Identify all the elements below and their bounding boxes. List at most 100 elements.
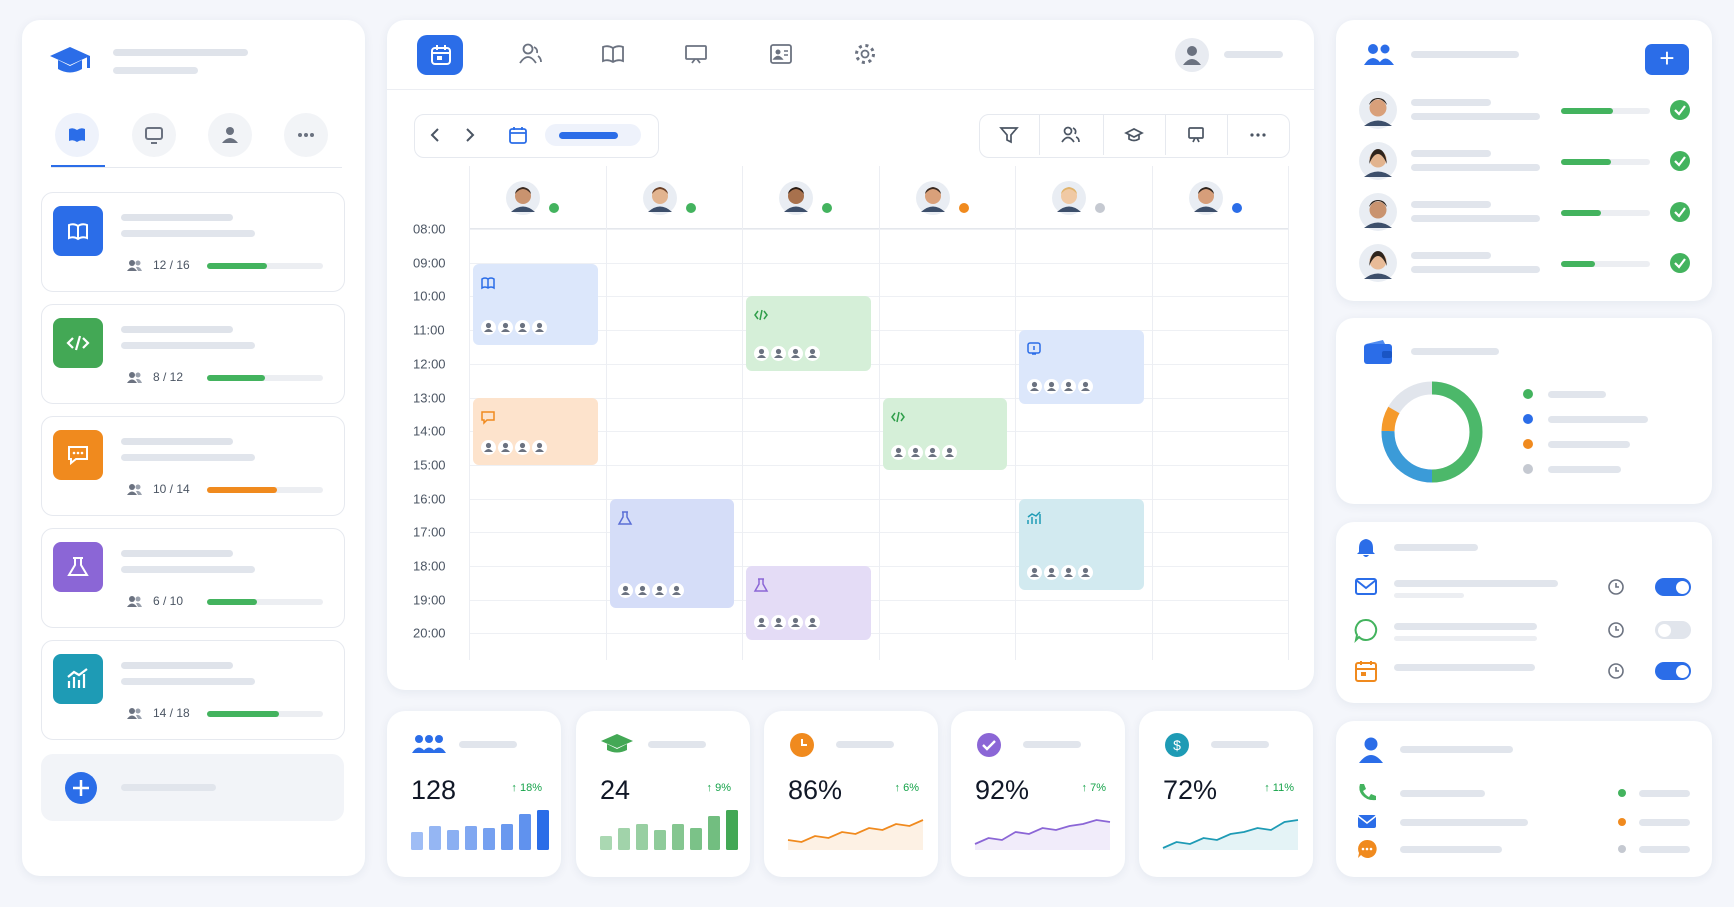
placeholder xyxy=(1411,266,1540,273)
attendee xyxy=(1061,379,1076,395)
contact-method-icon xyxy=(1358,839,1377,858)
calendar-icon[interactable] xyxy=(430,44,452,66)
course-count: 6 / 10 xyxy=(153,594,184,608)
placeholder xyxy=(1548,391,1606,398)
attendee xyxy=(907,444,923,460)
teacher-avatar[interactable] xyxy=(642,181,677,215)
grid-line xyxy=(469,330,1288,331)
sparkline xyxy=(787,819,924,850)
placeholder xyxy=(1411,99,1491,106)
placeholder xyxy=(1411,113,1540,120)
calendar-tab[interactable] xyxy=(417,35,463,75)
class-event[interactable] xyxy=(473,397,598,465)
teacher-avatar[interactable] xyxy=(1188,181,1223,215)
event-icon xyxy=(890,411,905,422)
grid-line xyxy=(469,166,470,660)
toolbar-icon[interactable] xyxy=(1249,126,1267,144)
toolbar xyxy=(979,114,1290,158)
placeholder xyxy=(1548,441,1630,448)
time-label: 14:00 xyxy=(413,423,446,439)
date-icon[interactable] xyxy=(509,126,527,144)
time-label: 10:00 xyxy=(413,288,446,304)
teacher-avatar[interactable] xyxy=(1052,181,1087,215)
placeholder xyxy=(1400,790,1485,797)
teacher-avatar[interactable] xyxy=(779,181,814,215)
nav-icon[interactable] xyxy=(854,43,876,65)
placeholder xyxy=(1394,580,1558,587)
course-icon xyxy=(53,542,103,592)
status-dot xyxy=(685,203,696,213)
toolbar-icon[interactable] xyxy=(1061,126,1080,144)
toolbar-icon[interactable] xyxy=(1124,126,1144,144)
grid-line xyxy=(469,532,1288,533)
placeholder xyxy=(1400,846,1502,853)
check-icon xyxy=(1670,202,1690,222)
status-dot xyxy=(1618,789,1626,797)
grid-line xyxy=(469,431,1288,432)
people-icon xyxy=(127,260,142,271)
add-icon[interactable] xyxy=(64,771,98,805)
teacher-avatar[interactable] xyxy=(506,181,541,215)
placeholder xyxy=(1394,544,1478,551)
toggle-knob xyxy=(1657,623,1671,637)
legend-dot xyxy=(1523,414,1533,424)
course-count: 12 / 16 xyxy=(153,258,190,272)
attendee xyxy=(1061,564,1076,580)
placeholder xyxy=(1023,741,1081,748)
prev-button[interactable] xyxy=(430,128,440,142)
placeholder xyxy=(1548,416,1648,423)
add-student-button[interactable]: + xyxy=(1645,44,1689,75)
stat-icon xyxy=(601,734,633,753)
sparkline xyxy=(411,810,549,850)
time-label: 12:00 xyxy=(413,356,446,372)
time-label: 20:00 xyxy=(413,625,446,641)
placeholder xyxy=(121,784,216,791)
tab-icon xyxy=(145,127,163,144)
toolbar-icon[interactable] xyxy=(1187,126,1205,144)
event-icon xyxy=(753,578,769,592)
time-label: 08:00 xyxy=(413,221,446,237)
placeholder xyxy=(1224,51,1283,58)
time-label: 18:00 xyxy=(413,558,446,574)
event-icon xyxy=(1027,511,1041,524)
grid-line xyxy=(469,398,1288,399)
notifications-panel xyxy=(1336,522,1712,703)
attendee xyxy=(1027,379,1042,395)
clock-icon xyxy=(1608,663,1624,679)
tab-icon xyxy=(222,127,238,143)
grid-line xyxy=(1288,166,1289,660)
next-button[interactable] xyxy=(465,128,475,142)
people-icon xyxy=(127,596,142,607)
placeholder xyxy=(113,67,198,74)
nav-icon[interactable] xyxy=(519,43,542,65)
contact-icon xyxy=(1359,737,1383,763)
placeholder xyxy=(1411,164,1540,171)
stat-icon xyxy=(977,733,1001,757)
placeholder xyxy=(1411,252,1491,259)
progress-track xyxy=(1561,261,1650,267)
nav-icon[interactable] xyxy=(685,43,707,65)
nav-icon[interactable] xyxy=(770,43,792,65)
grid-line xyxy=(742,166,743,660)
attendee xyxy=(805,615,820,631)
teacher-avatar[interactable] xyxy=(915,181,950,215)
placeholder xyxy=(1400,819,1528,826)
tab[interactable] xyxy=(132,113,176,157)
attendee xyxy=(1078,379,1093,395)
event-icon xyxy=(754,310,768,321)
placeholder xyxy=(1639,790,1690,797)
grid-line xyxy=(469,364,1288,365)
grid-line xyxy=(469,566,1288,567)
attendee xyxy=(532,320,547,336)
sparkline xyxy=(974,819,1111,850)
progress-track xyxy=(207,599,323,605)
nav-icon[interactable] xyxy=(602,43,624,65)
stat-value: 86% xyxy=(788,775,843,805)
toggle-knob xyxy=(1675,664,1689,678)
user-icon[interactable] xyxy=(1182,45,1202,65)
attendee xyxy=(481,320,496,336)
attendee xyxy=(771,615,786,631)
time-label: 13:00 xyxy=(413,390,446,405)
tab-underline xyxy=(51,165,105,168)
toolbar-icon[interactable] xyxy=(999,126,1019,144)
